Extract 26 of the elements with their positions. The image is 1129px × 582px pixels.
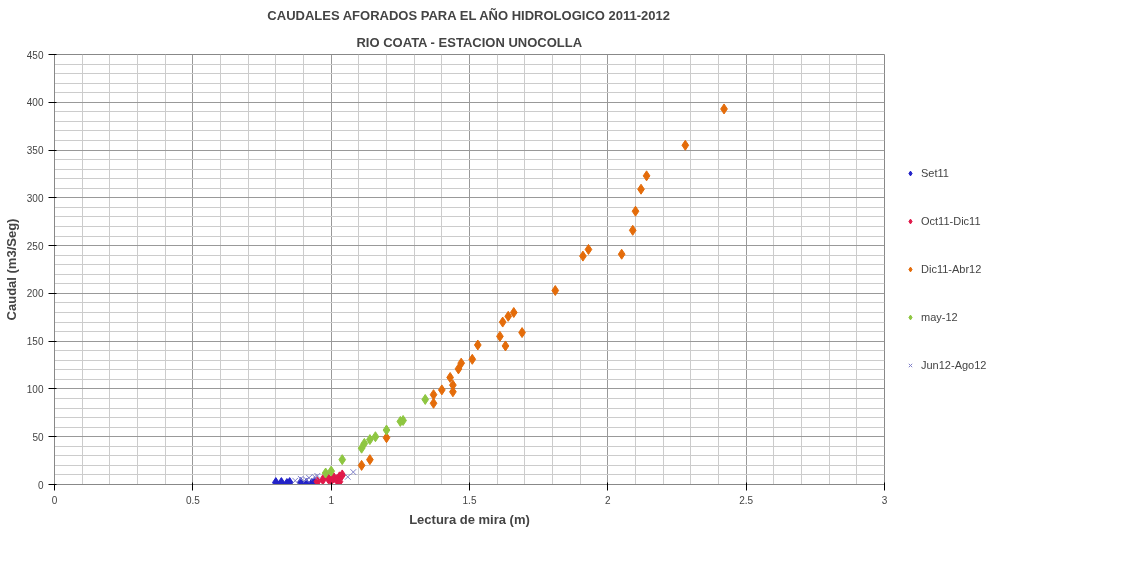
y-tick-label: 450 <box>26 49 44 61</box>
x-tick-label: 1.5 <box>462 494 477 506</box>
legend-label: Oct11-Dic11 <box>921 215 981 227</box>
x-tick-label: 1 <box>328 494 335 506</box>
x-tick-label: 2.5 <box>739 494 754 506</box>
y-tick-label: 400 <box>26 97 44 109</box>
legend-label: Set11 <box>921 167 949 179</box>
legend-label: Jun12-Ago12 <box>921 359 987 371</box>
y-tick-label: 50 <box>32 431 44 443</box>
y-tick-label: 100 <box>26 383 44 395</box>
legend-label: Dic11-Abr12 <box>921 263 982 275</box>
x-tick-label: 2 <box>605 494 612 506</box>
legend-label: may-12 <box>921 311 958 323</box>
chart-subtitle: RIO COATA - ESTACION UNOCOLLA <box>356 34 583 50</box>
y-axis-title: Caudal (m3/Seg) <box>3 218 19 321</box>
chart-title: CAUDALES AFORADOS PARA EL AÑO HIDROLOGICO 2011-2012 <box>267 7 670 23</box>
y-tick-label: 150 <box>26 336 44 348</box>
x-tick-label: 0.5 <box>185 494 201 506</box>
y-tick-label: 200 <box>26 288 44 300</box>
x-tick-label: 0 <box>51 494 58 506</box>
y-tick-label: 250 <box>26 240 44 252</box>
x-tick-label: 3 <box>881 494 888 506</box>
y-tick-label: 300 <box>26 192 44 204</box>
y-tick-label: 350 <box>26 145 44 157</box>
y-tick-label: 0 <box>37 479 44 491</box>
x-axis-title: Lectura de mira (m) <box>409 511 530 527</box>
